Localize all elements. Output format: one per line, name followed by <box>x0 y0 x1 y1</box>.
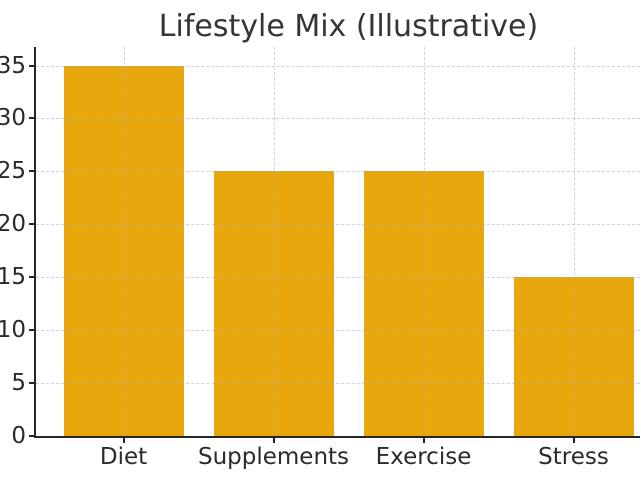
y-tick-label: 15 <box>0 264 26 291</box>
x-tick-label: Exercise <box>375 444 472 470</box>
h-gridline <box>36 171 640 173</box>
x-tick-mark <box>272 436 275 443</box>
h-gridline <box>36 330 640 332</box>
chart-title: Lifestyle Mix (Illustrative) <box>158 9 539 44</box>
v-gridline <box>123 47 125 436</box>
y-tick-mark <box>29 276 36 279</box>
y-tick-mark <box>29 329 36 332</box>
y-tick-label: 25 <box>0 158 26 185</box>
y-tick-mark <box>29 170 36 173</box>
y-tick-label: 35 <box>0 52 26 79</box>
y-tick-mark <box>29 382 36 385</box>
h-gridline <box>36 118 640 120</box>
x-tick-mark <box>572 436 575 443</box>
h-gridline <box>36 277 640 279</box>
y-tick-mark <box>29 117 36 120</box>
x-tick-label: Stress <box>538 444 609 470</box>
v-gridline <box>273 47 275 436</box>
h-gridline <box>36 224 640 226</box>
x-tick-mark <box>122 436 125 443</box>
y-tick-mark <box>29 435 36 437</box>
x-tick-label: Diet <box>99 444 148 470</box>
x-axis: Diet Supplements Exercise Stress <box>36 436 640 480</box>
h-gridline <box>36 65 640 67</box>
plot-area <box>34 47 640 438</box>
y-tick-label: 10 <box>0 317 26 344</box>
x-tick-mark <box>422 436 425 443</box>
y-tick-label: 5 <box>11 370 26 397</box>
y-tick-label: 0 <box>11 423 26 449</box>
y-tick-mark <box>29 64 36 67</box>
v-gridline <box>423 47 425 436</box>
y-tick-mark <box>29 223 36 226</box>
y-axis: 0 5 10 15 20 25 30 35 <box>0 47 36 449</box>
h-gridline <box>36 383 640 385</box>
v-gridline <box>573 47 575 436</box>
y-tick-label: 20 <box>0 211 26 238</box>
x-tick-label: Supplements <box>197 444 350 470</box>
y-tick-label: 30 <box>0 105 26 132</box>
